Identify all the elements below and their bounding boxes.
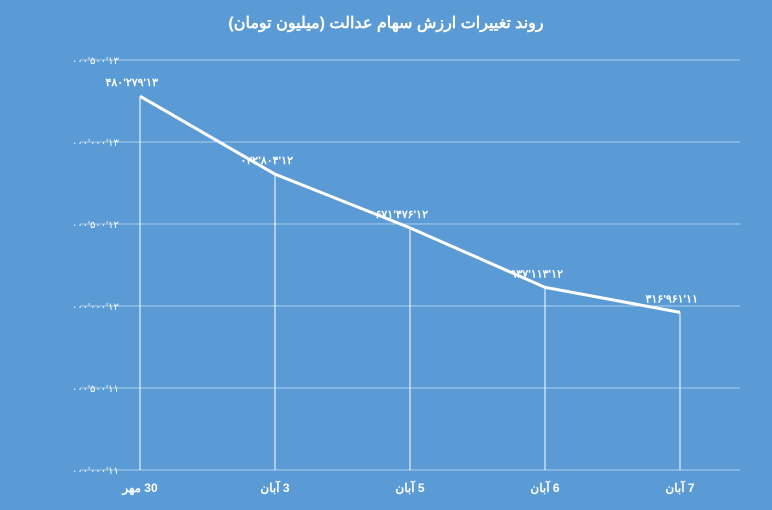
data-label: ۱۳'۲۷۹'۴۸۰ [105,77,158,89]
x-tick-label: 3 آبان [260,479,289,495]
y-tick-label: ۱۲'۵۰۰'۰۰۰ [72,220,119,231]
line-chart: روند تغییرات ارزش سهام عدالت (میلیون توم… [0,0,772,510]
y-tick-label: ۱۳'۰۰۰'۰۰۰ [72,138,119,149]
y-tick-label: ۱۲'۰۰۰'۰۰۰ [72,302,119,313]
chart-container: روند تغییرات ارزش سهام عدالت (میلیون توم… [0,0,772,510]
x-tick-label: 30 مهر [121,481,158,496]
y-tick-label: ۱۱'۵۰۰'۰۰۰ [72,384,119,395]
x-tick-label: 5 آبان [395,479,424,495]
chart-title: روند تغییرات ارزش سهام عدالت (میلیون توم… [228,15,543,33]
x-tick-label: 7 آبان [665,479,694,495]
data-label: ۱۱'۹۶۱'۳۱۶ [645,293,698,305]
data-label: ۱۲'۴۷۶'۶۷۱ [375,209,428,221]
y-tick-label: ۱۱'۰۰۰'۰۰۰ [72,466,119,477]
data-label: ۱۲'۸۰۴'۰۲۲ [240,155,293,167]
data-label: ۱۲'۱۱۳'۹۳۷ [510,268,563,280]
y-tick-label: ۱۳'۵۰۰'۰۰۰ [72,56,119,67]
x-tick-label: 6 آبان [530,479,559,495]
